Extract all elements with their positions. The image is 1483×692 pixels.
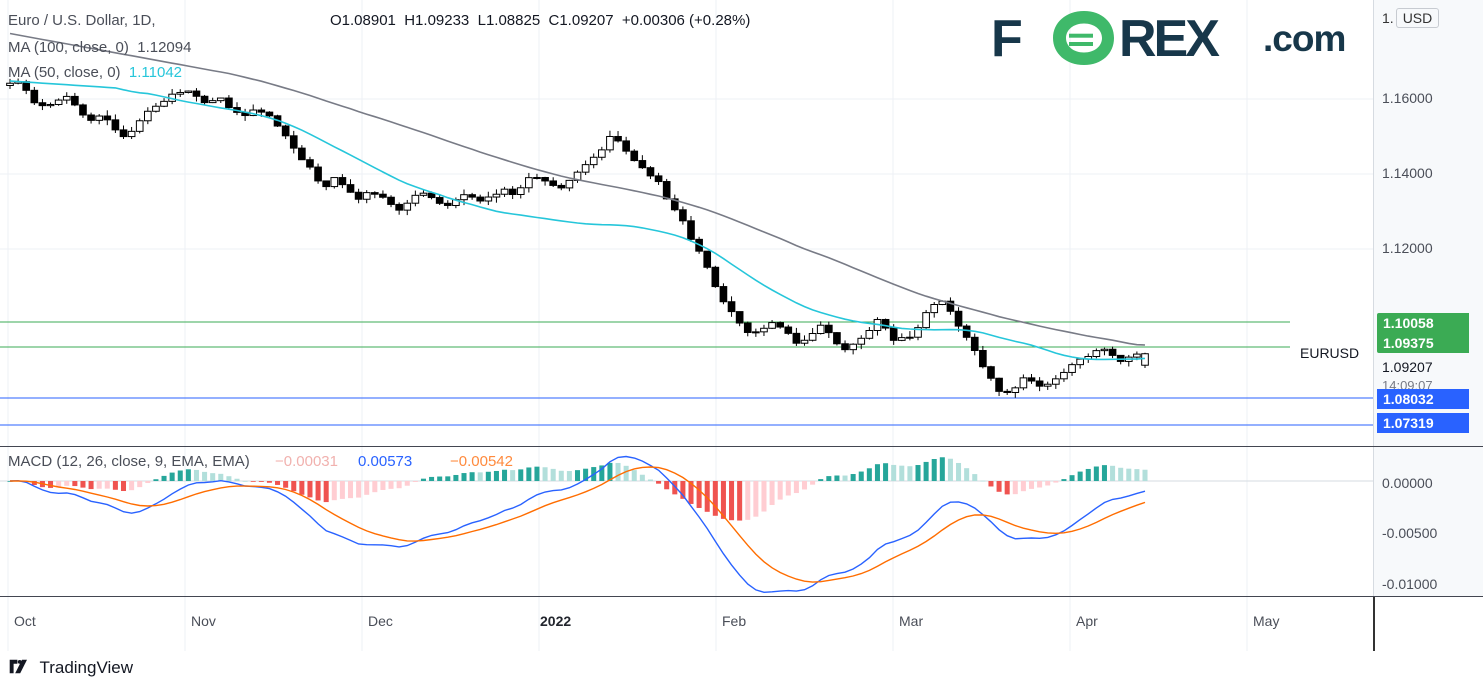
svg-text:REX: REX <box>1119 10 1220 66</box>
svg-text:F: F <box>991 10 1023 66</box>
svg-text:.com: .com <box>1263 18 1345 59</box>
